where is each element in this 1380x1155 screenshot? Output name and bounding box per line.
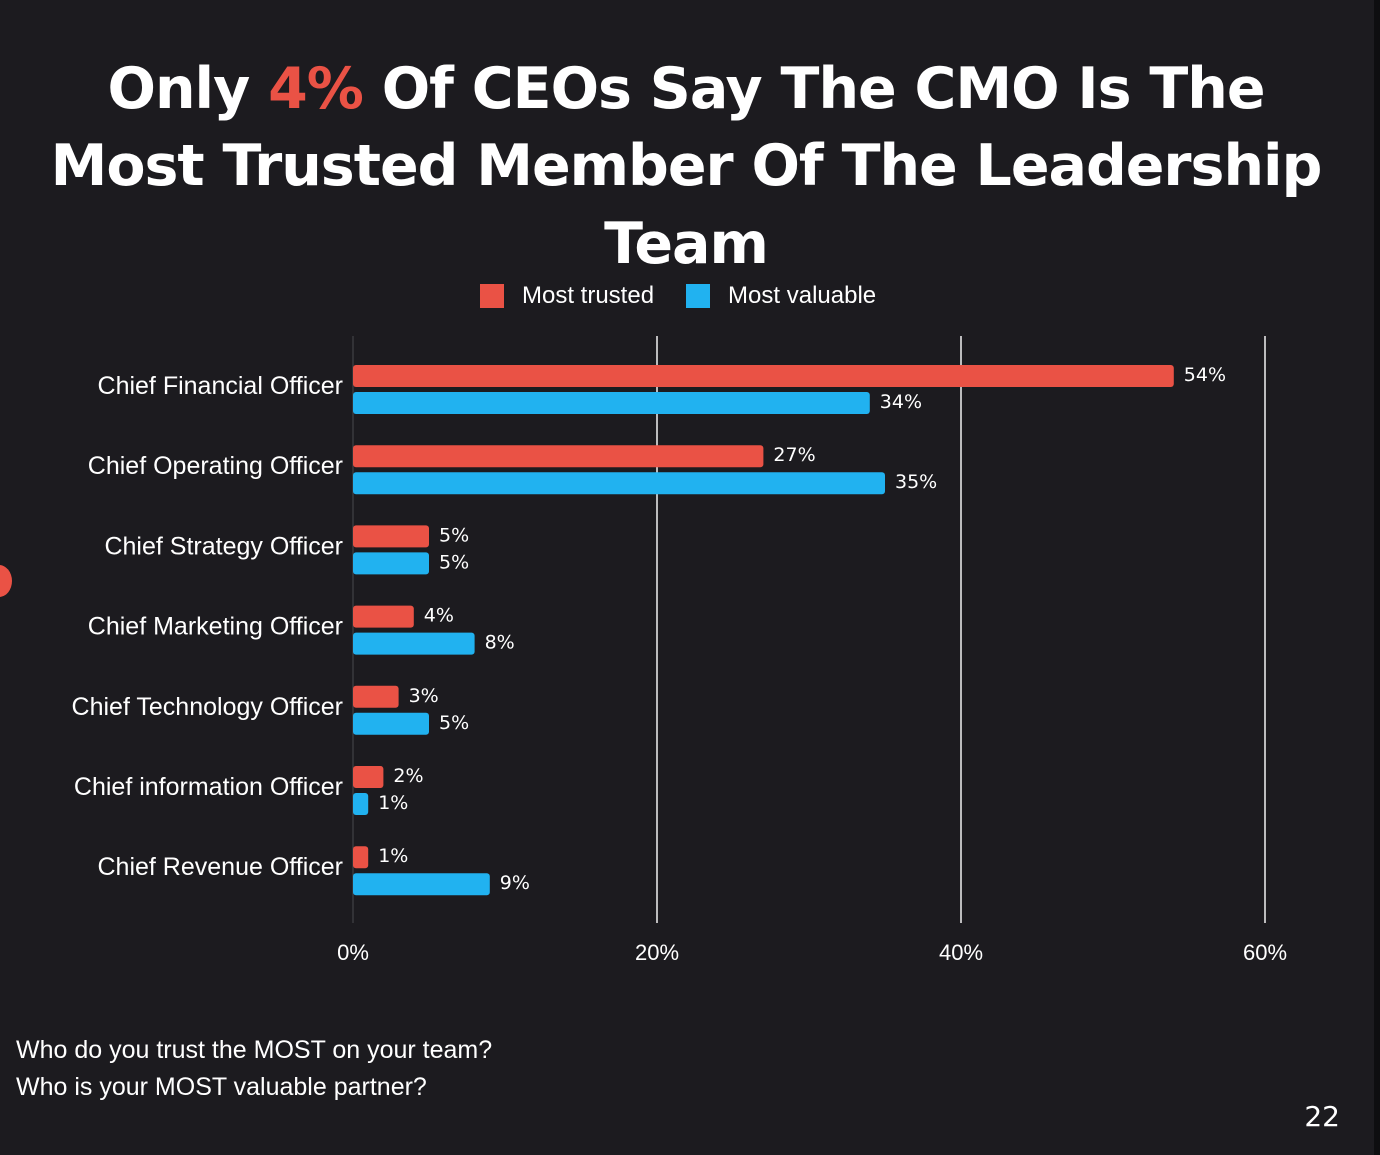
category-label: Chief Marketing Officer [88,613,343,641]
x-tick-label: 0% [337,940,369,965]
data-label: 3% [409,685,439,707]
data-label: 27% [773,444,815,466]
legend-label-most-trusted: Most trusted [522,282,655,309]
x-tick-label: 20% [635,940,679,965]
data-label: 2% [393,765,423,787]
bar [353,525,429,548]
legend-swatch-most-trusted [480,284,504,308]
data-label: 9% [500,872,530,894]
category-label: Chief Technology Officer [72,693,343,721]
bar [353,873,490,896]
bar [353,605,414,628]
data-label: 1% [378,792,408,814]
bar [353,846,369,869]
data-label: 34% [880,391,922,413]
title-line-1: Only 4% Of CEOs Say The CMO Is The [0,50,1372,128]
data-label: 54% [1184,364,1226,386]
bar [353,632,475,655]
bar [353,365,1174,387]
data-label: 5% [439,524,469,546]
title-line1-after: Of CEOs Say The CMO Is The [362,56,1266,122]
question-trust: Who do you trust the MOST on your team? [16,1036,493,1064]
bar [353,793,369,815]
legend-item-most-trusted: Most trusted [480,282,654,310]
bar [353,552,429,575]
x-tick-label: 60% [1243,940,1287,965]
legend-swatch-most-valuable [686,284,711,308]
bar [353,766,384,788]
question-valuable: Who is your MOST valuable partner? [16,1073,427,1101]
bar [353,472,885,495]
category-label: Chief Revenue Officer [98,853,344,881]
title-accent-percent: 4% [268,56,364,122]
x-tick-label: 40% [939,940,983,965]
bar-chart: 0% 20% 40% 60% Chief Financial Officer 54% 34%… [72,336,1287,965]
legend-item-most-valuable: Most valuable [686,282,876,310]
category-label: Chief Operating Officer [88,452,343,480]
title-line-2: Most Trusted Member Of The Leadership Te… [50,133,1323,277]
category-label: Chief Strategy Officer [104,532,343,560]
data-label: 35% [895,471,937,493]
data-label: 1% [378,845,408,867]
category-label: Chief Financial Officer [98,372,343,400]
page-number: 22 [1304,1100,1340,1133]
data-label: 8% [485,632,515,654]
edge-marker-dot[interactable] [0,565,12,597]
data-label: 5% [439,551,469,573]
data-label: 5% [439,712,469,734]
bar [353,712,429,735]
category-label: Chief information Officer [74,773,343,801]
chart-legend: Most trusted Most valuable [480,280,908,312]
data-label: 4% [424,605,454,627]
bar [353,392,870,414]
title-line1-before: Only [107,56,269,122]
legend-label-most-valuable: Most valuable [728,282,877,309]
bar [353,685,399,708]
bar [353,445,764,468]
slide-edge-strip [1374,0,1380,1155]
